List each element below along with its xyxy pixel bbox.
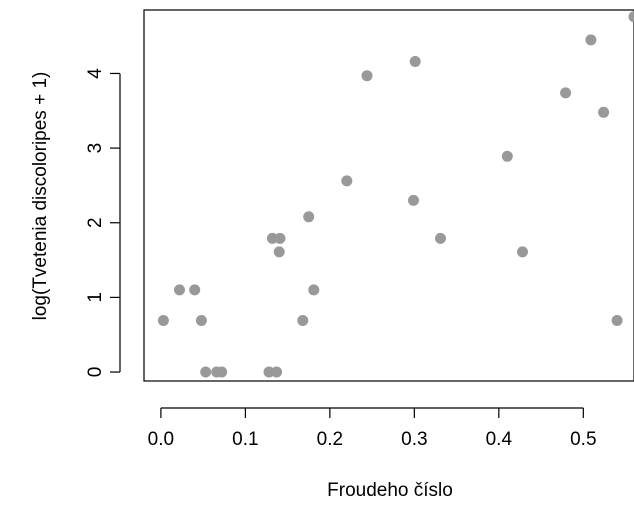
- x-tick-label-0: 0.0: [148, 429, 174, 450]
- data-point-3: [195, 315, 207, 326]
- data-point-18: [409, 56, 421, 67]
- y-tick-label-0: 0: [85, 367, 106, 378]
- data-point-13: [303, 211, 315, 223]
- y-tick-label-4: 4: [85, 68, 106, 79]
- data-point-22: [560, 87, 572, 99]
- data-point-6: [216, 366, 228, 378]
- data-point-25: [611, 315, 623, 326]
- x-tick-label-3: 0.3: [401, 429, 427, 450]
- data-point-16: [361, 70, 373, 82]
- y-axis: 0 1 2 3 4: [85, 68, 121, 378]
- data-point-17: [408, 194, 419, 206]
- x-tick-label-2: 0.2: [317, 429, 343, 450]
- data-point-1: [174, 284, 185, 296]
- y-tick-label-3: 3: [85, 143, 106, 154]
- data-point-12: [297, 315, 309, 326]
- data-point-20: [501, 150, 513, 162]
- points-layer: [157, 11, 634, 378]
- y-tick-label-2: 2: [85, 217, 106, 228]
- x-axis: 0.0 0.1 0.2 0.3 0.4 0.5: [148, 407, 597, 450]
- data-point-15: [341, 175, 353, 187]
- data-point-4: [200, 366, 212, 378]
- data-point-19: [435, 232, 446, 244]
- plot-frame: [143, 9, 634, 382]
- y-tick-label-1: 1: [85, 292, 106, 303]
- data-point-11: [273, 246, 285, 258]
- data-point-8: [271, 366, 283, 378]
- data-point-10: [274, 232, 286, 244]
- data-point-9: [266, 232, 278, 244]
- data-point-24: [598, 106, 610, 118]
- y-axis-title: log(Tvetenia discoloripes + 1): [30, 72, 51, 321]
- data-point-23: [585, 34, 597, 46]
- data-point-26: [628, 11, 634, 23]
- x-tick-label-4: 0.4: [486, 429, 513, 450]
- data-point-14: [308, 284, 320, 296]
- data-point-0: [157, 315, 169, 326]
- data-point-2: [189, 284, 201, 296]
- x-axis-title: Froudeho číslo: [327, 480, 453, 501]
- x-tick-label-1: 0.1: [232, 429, 258, 450]
- x-tick-label-5: 0.5: [570, 429, 596, 450]
- data-point-7: [263, 366, 275, 378]
- data-point-21: [517, 246, 528, 258]
